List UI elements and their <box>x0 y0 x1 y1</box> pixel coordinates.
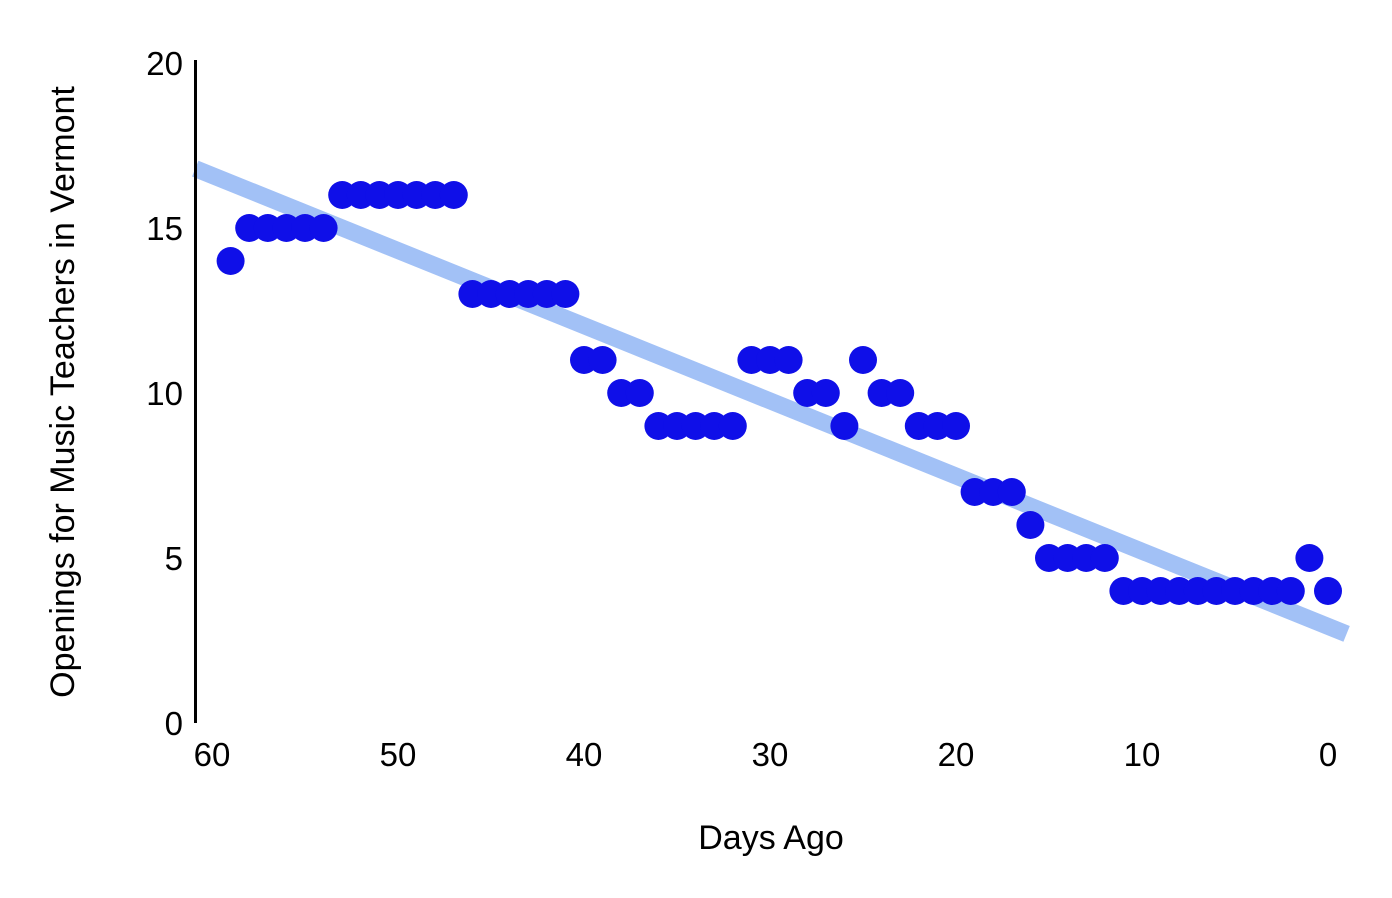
data-point <box>886 379 915 407</box>
y-axis-tick-labels: 20 15 10 5 0 <box>146 45 183 742</box>
data-point <box>942 412 970 440</box>
x-tick-label: 60 <box>194 736 231 773</box>
trendline-layer <box>192 160 1350 642</box>
data-point <box>1016 511 1045 539</box>
y-tick-label: 5 <box>165 540 183 577</box>
y-tick-label: 10 <box>146 375 183 412</box>
x-tick-label: 50 <box>380 736 417 773</box>
y-tick-label: 0 <box>165 705 183 742</box>
x-tick-label: 40 <box>566 736 603 773</box>
y-tick-label: 15 <box>146 210 183 247</box>
data-point <box>849 346 877 374</box>
data-point <box>774 346 803 374</box>
x-tick-label: 30 <box>752 736 789 773</box>
data-point <box>551 280 580 308</box>
data-point <box>811 379 840 407</box>
trendline <box>192 160 1350 642</box>
data-point <box>1314 577 1342 605</box>
data-point <box>439 181 468 209</box>
y-axis-title: Openings for Music Teachers in Vermont <box>44 86 82 698</box>
y-tick-label: 20 <box>146 45 183 82</box>
data-point <box>309 214 338 242</box>
data-point <box>1276 577 1305 605</box>
data-point <box>625 379 654 407</box>
data-point <box>216 247 245 275</box>
x-axis-tick-labels: 60 50 40 30 20 10 0 <box>194 736 1338 773</box>
data-point <box>997 478 1026 506</box>
data-point <box>718 412 747 440</box>
x-tick-label: 10 <box>1124 736 1161 773</box>
data-point <box>1295 544 1324 572</box>
x-tick-label: 20 <box>938 736 975 773</box>
data-point-layer <box>216 181 1342 605</box>
data-point <box>830 412 859 440</box>
x-axis-title: Days Ago <box>698 819 844 857</box>
data-point <box>1090 544 1119 572</box>
x-tick-label: 0 <box>1319 736 1337 773</box>
data-point <box>588 346 617 374</box>
